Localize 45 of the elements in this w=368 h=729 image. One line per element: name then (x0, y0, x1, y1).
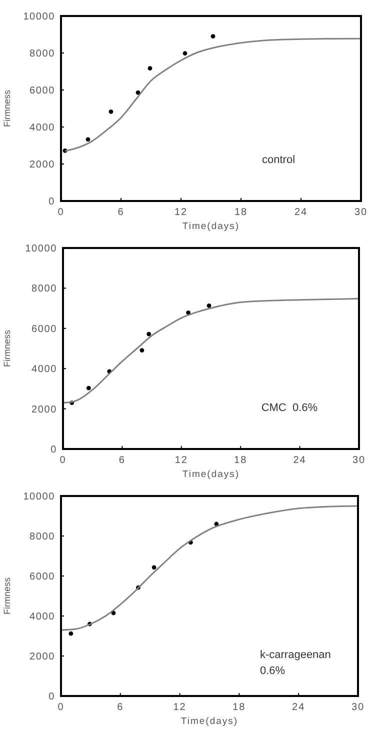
y-tick-label: 4000 (30, 612, 55, 622)
y-tick-label: 8000 (32, 284, 57, 295)
y-axis-title: Firmness (2, 330, 12, 368)
y-tick-label: 4000 (32, 364, 57, 376)
x-axis-title: Time(days) (180, 716, 238, 727)
x-tick-label: 30 (354, 207, 368, 218)
x-tick-label: 0 (60, 455, 66, 466)
y-tick-label: 0 (48, 196, 55, 208)
x-tick-label: 18 (232, 702, 246, 713)
x-tick-label: 12 (173, 702, 186, 713)
y-tick-label: 4000 (30, 122, 55, 134)
annotation: k-carrageenan 0.6% (260, 649, 331, 677)
x-tick-label: 12 (174, 207, 188, 218)
y-tick-label: 2000 (32, 404, 57, 416)
y-axis-title: Firmness (2, 577, 12, 615)
annotation: control (262, 154, 296, 166)
x-tick-label: 6 (118, 207, 124, 218)
x-tick-label: 0 (58, 207, 64, 218)
x-axis-title: Time(days) (182, 469, 240, 480)
annotation: CMC 0.6% (261, 402, 318, 414)
y-tick-label: 2000 (30, 160, 55, 170)
x-axis-title: Time(days) (182, 221, 240, 232)
x-tick-label: 12 (174, 455, 188, 466)
y-tick-label: 6000 (32, 324, 57, 335)
x-tick-label: 6 (117, 702, 124, 713)
x-tick-label: 18 (234, 207, 248, 218)
x-tick-label: 24 (294, 207, 308, 218)
y-tick-label: 6000 (30, 572, 55, 582)
y-tick-label: 2000 (30, 652, 55, 662)
x-tick-label: 0 (58, 702, 64, 713)
x-tick-label: 30 (352, 455, 366, 466)
y-axis-title: Firmness (2, 90, 12, 128)
x-tick-label: 24 (293, 455, 306, 466)
x-tick-label: 30 (351, 702, 365, 713)
y-tick-label: 10000 (25, 244, 57, 254)
y-tick-label: 6000 (30, 86, 55, 96)
x-tick-label: 24 (292, 702, 306, 713)
y-tick-label: 0 (50, 444, 57, 456)
y-tick-label: 0 (48, 692, 55, 702)
y-tick-label: 8000 (30, 48, 55, 60)
y-tick-label: 8000 (30, 532, 55, 542)
x-tick-label: 18 (234, 455, 248, 466)
y-tick-label: 10000 (23, 492, 55, 502)
y-tick-label: 10000 (23, 12, 55, 22)
x-tick-label: 6 (118, 455, 126, 466)
